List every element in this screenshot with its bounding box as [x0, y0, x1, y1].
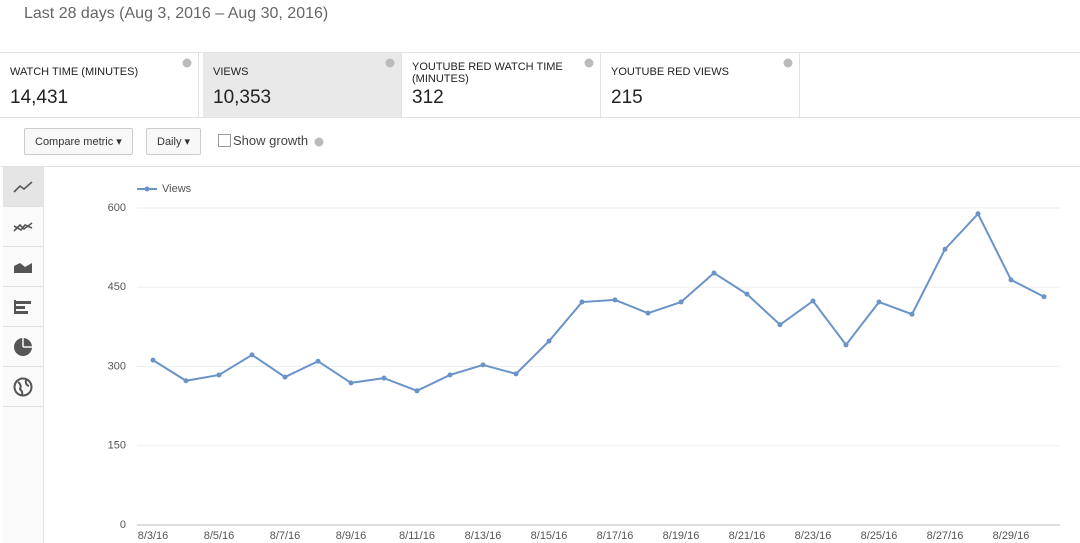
chart-type-sidebar [3, 167, 44, 543]
data-point [381, 375, 387, 381]
metric-tabs: WATCH TIME (MINUTES) 14,431 VIEWS 10,353 Y… [0, 53, 1080, 118]
metric-tab[interactable]: VIEWS 10,353 [203, 53, 402, 117]
button-label: Compare metric [35, 136, 114, 148]
chart: 0 150 300 450 600 8/3/16 8/5/16 8/7/16 8/9/16 8/1… [108, 183, 1060, 542]
line-chart-icon[interactable] [3, 167, 43, 207]
map-icon[interactable] [3, 367, 43, 407]
metric-value: 215 [611, 87, 643, 108]
pie-icon[interactable] [3, 327, 43, 367]
metric-label: WATCH TIME (MINUTES) [10, 66, 139, 78]
growth-label: Show growth [233, 133, 309, 148]
data-point [315, 358, 321, 364]
x-tick-label: 8/19/16 [663, 530, 700, 542]
data-point [975, 211, 981, 217]
data-point [612, 297, 618, 303]
series-line [152, 212, 1045, 392]
help-icon[interactable] [182, 58, 192, 68]
help-icon[interactable] [385, 58, 395, 68]
bar-icon[interactable] [3, 287, 43, 327]
data-point [942, 246, 948, 252]
metric-label: YOUTUBE RED VIEWS [611, 66, 729, 78]
x-tick-label: 8/27/16 [927, 530, 964, 542]
data-point [447, 372, 453, 378]
date-range[interactable]: Last 28 days (Aug 3, 2016 – Aug 30, 2016… [24, 5, 329, 22]
data-point [1008, 277, 1014, 283]
x-tick-label: 8/17/16 [597, 530, 634, 542]
y-tick-label: 300 [108, 360, 126, 372]
data-point [480, 362, 486, 368]
x-tick-label: 8/7/16 [270, 530, 301, 542]
metric-tab[interactable]: WATCH TIME (MINUTES) 14,431 [0, 53, 199, 117]
legend-label: Views [162, 183, 192, 195]
metric-value: 312 [412, 87, 444, 108]
data-point [876, 299, 882, 305]
x-tick-label: 8/25/16 [861, 530, 898, 542]
metric-tab[interactable]: YOUTUBE RED WATCH TIME (MINUTES) 312 [402, 53, 601, 117]
legend-dot [144, 186, 150, 192]
data-point [183, 378, 189, 384]
x-tick-label: 8/23/16 [795, 530, 832, 542]
x-tick-label: 8/21/16 [729, 530, 766, 542]
help-icon[interactable] [783, 58, 793, 68]
y-tick-label: 150 [108, 440, 126, 452]
data-point [843, 342, 849, 348]
x-tick-label: 8/29/16 [993, 530, 1030, 542]
data-point [546, 338, 552, 344]
data-point [414, 388, 420, 394]
x-tick-label: 8/11/16 [399, 530, 435, 542]
data-point [282, 374, 288, 380]
button-label: Daily [157, 136, 182, 148]
toolbar: Compare metric ▾ Daily ▾ Show growth [0, 118, 1080, 167]
multi-line-icon[interactable] [3, 207, 43, 247]
period-button[interactable]: Daily ▾ [146, 128, 202, 155]
checkbox[interactable] [218, 134, 231, 147]
help-icon[interactable] [584, 58, 594, 68]
metric-value: 10,353 [213, 87, 272, 108]
data-point [216, 372, 222, 378]
metric-label: VIEWS [213, 66, 249, 78]
header: Last 28 days (Aug 3, 2016 – Aug 30, 2016… [0, 0, 1080, 53]
metric-label: YOUTUBE RED WATCH TIME (MINUTES) [412, 61, 563, 85]
data-point [513, 371, 519, 377]
x-tick-label: 8/3/16 [138, 530, 169, 542]
area-icon[interactable] [3, 247, 43, 287]
data-point [150, 357, 156, 363]
data-point [744, 291, 750, 297]
data-point [909, 311, 915, 317]
data-point [678, 299, 684, 305]
data-point [579, 299, 585, 305]
data-point [249, 352, 255, 358]
help-icon[interactable] [314, 137, 324, 147]
compare-button[interactable]: Compare metric ▾ [24, 128, 133, 155]
metric-value: 14,431 [10, 87, 69, 108]
data-point [711, 270, 717, 276]
y-tick-label: 600 [108, 202, 126, 214]
y-tick-label: 450 [108, 281, 126, 293]
x-tick-label: 8/9/16 [336, 530, 367, 542]
data-point [777, 322, 783, 328]
data-point [1041, 294, 1047, 300]
data-point [810, 298, 816, 304]
x-tick-label: 8/15/16 [531, 530, 568, 542]
y-tick-label: 0 [120, 519, 126, 531]
data-point [348, 380, 354, 386]
metric-tab[interactable]: YOUTUBE RED VIEWS 215 [601, 53, 800, 117]
data-point [645, 310, 651, 316]
x-tick-label: 8/5/16 [204, 530, 235, 542]
x-tick-label: 8/13/16 [465, 530, 502, 542]
